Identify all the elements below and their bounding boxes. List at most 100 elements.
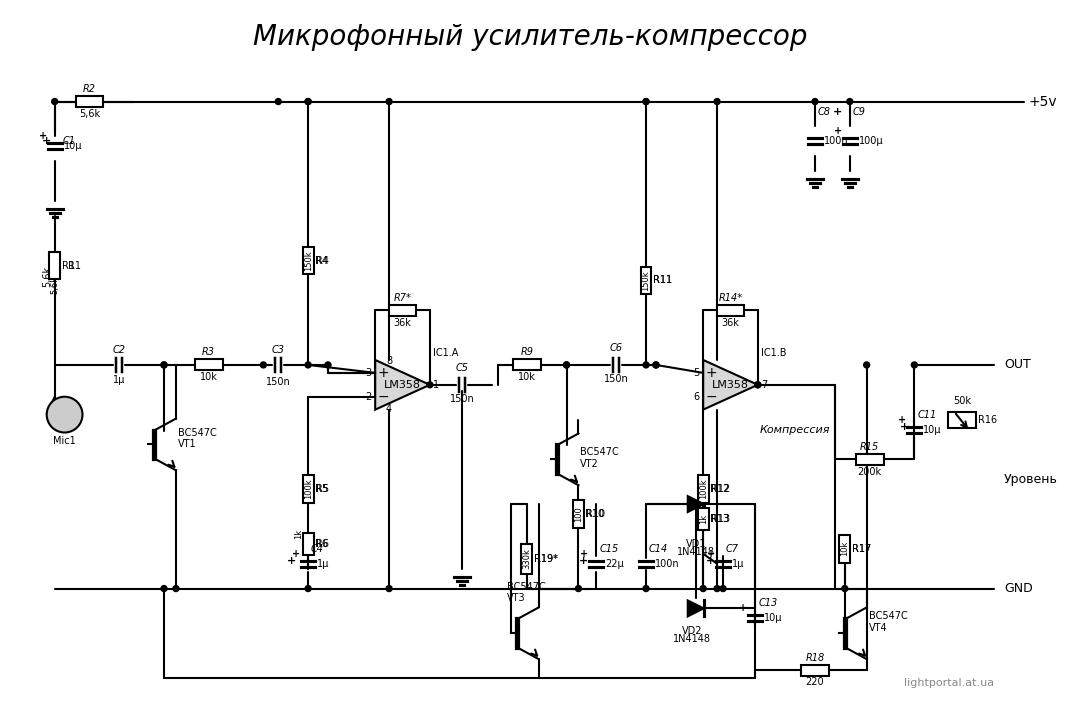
Text: R19*: R19* bbox=[534, 554, 557, 563]
Polygon shape bbox=[688, 601, 704, 616]
Circle shape bbox=[812, 99, 818, 104]
Text: R13: R13 bbox=[710, 514, 729, 524]
Text: R7*: R7* bbox=[394, 293, 411, 303]
Text: 100k: 100k bbox=[303, 479, 313, 499]
Text: 10k: 10k bbox=[841, 541, 849, 556]
Bar bbox=[49, 251, 60, 280]
Text: LM358: LM358 bbox=[384, 380, 421, 390]
Circle shape bbox=[276, 99, 281, 104]
Bar bbox=[697, 508, 709, 530]
Bar bbox=[194, 359, 222, 371]
Text: 150n: 150n bbox=[603, 374, 629, 384]
Text: 10μ: 10μ bbox=[924, 424, 942, 434]
Text: 220: 220 bbox=[805, 678, 824, 688]
Circle shape bbox=[161, 362, 167, 368]
Text: VD1: VD1 bbox=[686, 539, 706, 549]
Bar bbox=[389, 305, 417, 316]
Text: 5: 5 bbox=[693, 368, 700, 378]
Text: GND: GND bbox=[1004, 582, 1033, 595]
Text: +: + bbox=[579, 556, 588, 566]
Text: 4: 4 bbox=[386, 404, 392, 414]
Text: +5v: +5v bbox=[1028, 95, 1057, 109]
Text: R17: R17 bbox=[852, 544, 871, 554]
Text: −: − bbox=[377, 390, 389, 404]
Text: IC1.B: IC1.B bbox=[760, 348, 786, 358]
Text: 10μ: 10μ bbox=[64, 141, 82, 151]
Circle shape bbox=[653, 362, 659, 368]
Text: R12: R12 bbox=[710, 484, 729, 494]
Circle shape bbox=[305, 585, 311, 592]
Text: +: + bbox=[292, 549, 300, 558]
Text: VT1: VT1 bbox=[178, 439, 197, 450]
Text: 1k: 1k bbox=[698, 514, 708, 524]
Polygon shape bbox=[688, 496, 704, 512]
Circle shape bbox=[427, 382, 433, 388]
Text: OUT: OUT bbox=[1004, 359, 1031, 371]
Text: −: − bbox=[705, 390, 717, 404]
Circle shape bbox=[387, 585, 392, 592]
Text: +: + bbox=[706, 556, 716, 566]
Text: lightportal.at.ua: lightportal.at.ua bbox=[904, 678, 994, 688]
Text: 150k: 150k bbox=[303, 250, 313, 271]
Bar bbox=[717, 305, 744, 316]
Text: LM358: LM358 bbox=[712, 380, 749, 390]
Text: R13: R13 bbox=[710, 514, 729, 524]
Text: R16: R16 bbox=[978, 414, 998, 424]
Text: 10μ: 10μ bbox=[765, 614, 783, 623]
Text: +: + bbox=[705, 366, 717, 380]
Bar bbox=[513, 359, 540, 371]
Circle shape bbox=[714, 99, 720, 104]
Circle shape bbox=[653, 362, 659, 368]
Circle shape bbox=[305, 99, 311, 104]
Text: 100n: 100n bbox=[823, 136, 849, 146]
Text: 36k: 36k bbox=[722, 318, 739, 328]
Bar bbox=[948, 412, 976, 428]
Text: R4: R4 bbox=[315, 256, 328, 265]
Text: R3: R3 bbox=[202, 347, 216, 357]
Text: IC1.A: IC1.A bbox=[433, 348, 458, 358]
Text: +: + bbox=[38, 131, 47, 141]
Bar bbox=[697, 475, 709, 503]
Circle shape bbox=[325, 362, 331, 368]
Text: BC547C: BC547C bbox=[868, 611, 908, 621]
Bar bbox=[855, 454, 883, 465]
Text: R6: R6 bbox=[315, 539, 329, 549]
Text: C14: C14 bbox=[649, 544, 669, 554]
Text: +: + bbox=[42, 136, 50, 146]
Text: 150k: 150k bbox=[642, 270, 650, 291]
Text: 1k: 1k bbox=[294, 529, 303, 539]
Circle shape bbox=[714, 585, 720, 592]
Text: R11: R11 bbox=[654, 275, 673, 285]
Text: +: + bbox=[377, 366, 389, 380]
Text: BC547C: BC547C bbox=[580, 448, 619, 457]
Text: 100: 100 bbox=[574, 506, 583, 522]
Text: R15: R15 bbox=[860, 442, 879, 452]
Text: 150n: 150n bbox=[450, 394, 474, 404]
Text: 7: 7 bbox=[760, 380, 767, 390]
Polygon shape bbox=[703, 360, 758, 409]
Text: 100μ: 100μ bbox=[859, 136, 883, 146]
Circle shape bbox=[643, 99, 649, 104]
Text: +: + bbox=[834, 126, 842, 136]
Text: Уровень: Уровень bbox=[1004, 473, 1057, 486]
Text: +: + bbox=[898, 414, 907, 424]
Text: R1: R1 bbox=[67, 261, 80, 270]
Bar bbox=[302, 246, 314, 275]
Circle shape bbox=[261, 362, 266, 368]
Text: R14*: R14* bbox=[719, 293, 742, 303]
Bar bbox=[641, 267, 651, 294]
Text: 5,6k: 5,6k bbox=[79, 109, 100, 119]
Text: R18: R18 bbox=[805, 652, 824, 663]
Text: 3: 3 bbox=[365, 368, 372, 378]
Text: +: + bbox=[580, 549, 588, 558]
Bar bbox=[572, 500, 584, 528]
Text: 100k: 100k bbox=[698, 479, 708, 499]
Text: VD2: VD2 bbox=[681, 626, 702, 636]
Text: +: + bbox=[739, 604, 748, 614]
Bar bbox=[521, 544, 532, 574]
Text: R17: R17 bbox=[852, 544, 871, 554]
Text: C6: C6 bbox=[610, 343, 623, 353]
Text: C9: C9 bbox=[852, 107, 866, 116]
Circle shape bbox=[755, 382, 760, 388]
Text: R6: R6 bbox=[315, 539, 328, 549]
